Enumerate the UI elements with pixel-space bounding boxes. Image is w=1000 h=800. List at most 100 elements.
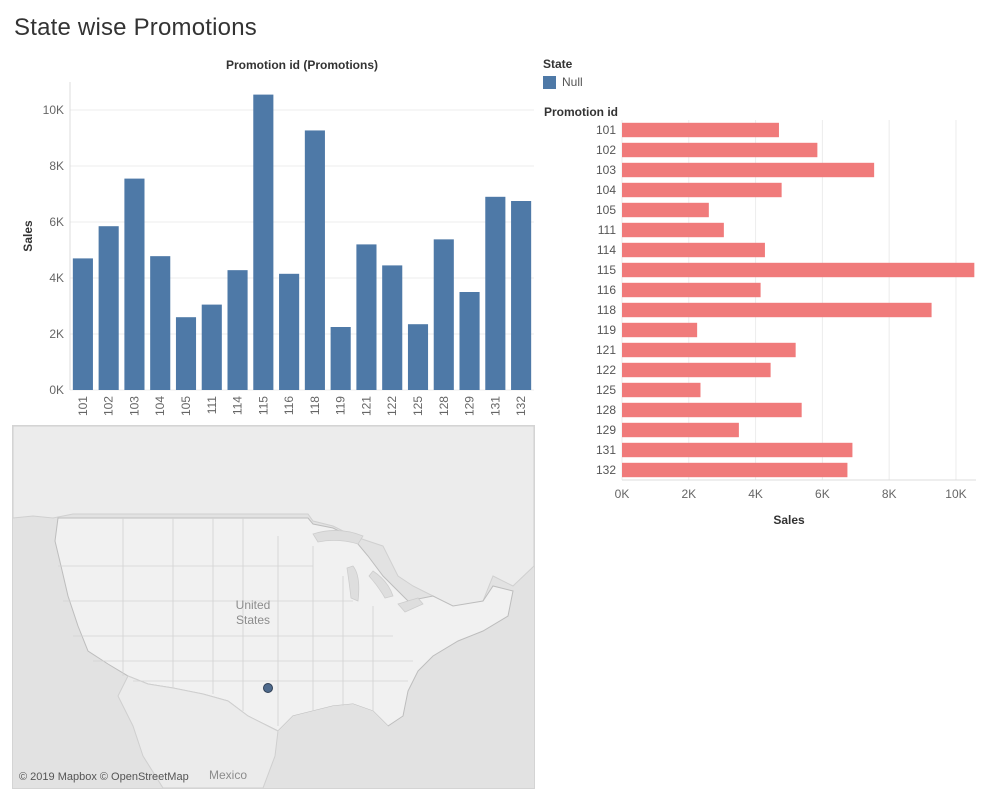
state-borders: [58, 518, 413, 726]
hchart-xlabel: Sales: [773, 513, 805, 527]
hchart-category-label: 129: [596, 423, 616, 437]
vchart-xtick-label: 116: [282, 396, 296, 415]
bar-128[interactable]: [622, 402, 802, 418]
hchart-category-label: 111: [598, 223, 617, 237]
vchart-ytick-label: 6K: [49, 215, 64, 229]
vchart-ytick-label: 10K: [43, 103, 64, 117]
vchart-xtick-label: 115: [256, 396, 270, 415]
vchart-xtick-label: 119: [334, 396, 348, 415]
bar-128[interactable]: [433, 239, 454, 390]
horizontal-bar-chart: Promotion id 0K 2K 4K 6K 8K 10K Sales 101 102 103 1…: [544, 105, 976, 527]
vchart-ytick-label: 8K: [49, 159, 64, 173]
bar-116[interactable]: [622, 282, 761, 298]
vchart-xtick-label: 114: [231, 396, 245, 415]
vchart-xtick-label: 104: [153, 396, 167, 416]
bar-119[interactable]: [622, 322, 698, 338]
map-label-mexico: Mexico: [209, 768, 248, 782]
bar-104[interactable]: [622, 182, 782, 198]
usa-landmass: [54, 517, 514, 732]
hchart-category-label: 105: [596, 203, 616, 217]
bar-122[interactable]: [382, 265, 403, 390]
bar-131[interactable]: [485, 196, 506, 390]
legend-title: State: [543, 57, 573, 71]
hchart-category-label: 119: [597, 323, 616, 337]
bar-105[interactable]: [175, 317, 197, 390]
bar-115[interactable]: [253, 94, 274, 390]
gulf-of-mexico: [278, 704, 388, 771]
bar-116[interactable]: [279, 273, 300, 390]
vchart-xtick-label: 121: [359, 396, 373, 416]
legend-item-label: Null: [562, 75, 583, 89]
hchart-xtick-label: 2K: [681, 487, 696, 501]
vchart-xtick-label: 105: [179, 396, 193, 416]
bar-121[interactable]: [356, 244, 377, 390]
bar-103[interactable]: [124, 178, 145, 390]
bar-115[interactable]: [622, 262, 975, 278]
bar-131[interactable]: [622, 442, 853, 458]
bar-129[interactable]: [622, 422, 739, 438]
bar-125[interactable]: [407, 324, 429, 390]
great-lakes: [312, 530, 424, 613]
vchart-xtick-label: 122: [385, 396, 399, 416]
hchart-category-label: 101: [596, 123, 616, 137]
vchart-xtick-label: 132: [514, 396, 528, 416]
bar-122[interactable]: [622, 362, 771, 378]
vchart-xtick-label: 129: [463, 396, 477, 416]
hchart-category-label: 122: [596, 363, 616, 377]
vchart-ytick-label: 2K: [49, 327, 64, 341]
vchart-xtick-label: 111: [205, 396, 219, 415]
bar-105[interactable]: [622, 202, 709, 218]
bar-132[interactable]: [511, 201, 532, 390]
vchart-xtick-label: 128: [437, 396, 451, 416]
hchart-category-label: 131: [596, 443, 616, 457]
bar-118[interactable]: [622, 302, 932, 318]
vchart-ylabel: Sales: [21, 220, 35, 252]
hchart-category-label: 114: [597, 243, 616, 257]
hchart-category-label: 121: [596, 343, 616, 357]
vchart-ytick-label: 0K: [49, 383, 64, 397]
bar-101[interactable]: [72, 258, 93, 390]
hchart-category-label: 104: [596, 183, 616, 197]
map-canvas[interactable]: [13, 426, 534, 788]
bar-102[interactable]: [98, 226, 119, 390]
bar-119[interactable]: [330, 327, 351, 390]
vchart-xtick-label: 101: [76, 396, 90, 416]
bar-132[interactable]: [622, 462, 848, 478]
vchart-ytick-label: 4K: [49, 271, 64, 285]
map-attribution[interactable]: © 2019 Mapbox © OpenStreetMap: [19, 771, 189, 783]
bar-103[interactable]: [622, 162, 875, 178]
vchart-xtick-label: 103: [127, 396, 141, 416]
color-legend: State Null: [543, 57, 583, 89]
vchart-xtick-label: 102: [102, 396, 116, 416]
canada-landmass: [13, 426, 534, 612]
hchart-category-label: 103: [596, 163, 616, 177]
hchart-category-label: 128: [596, 403, 616, 417]
bar-104[interactable]: [150, 256, 171, 390]
hchart-category-label: 115: [597, 263, 616, 277]
bar-125[interactable]: [622, 382, 701, 398]
location-marker[interactable]: [263, 683, 273, 693]
vchart-xtick-label: 118: [308, 396, 322, 415]
hchart-xtick-label: 0K: [615, 487, 630, 501]
bar-129[interactable]: [459, 292, 480, 390]
legend-item-null[interactable]: Null: [543, 75, 583, 89]
bar-118[interactable]: [304, 130, 325, 390]
hchart-category-label: 125: [596, 383, 616, 397]
legend-swatch: [543, 75, 556, 89]
vchart-xtick-label: 125: [411, 396, 425, 416]
bar-111[interactable]: [201, 304, 222, 390]
bar-114[interactable]: [622, 242, 765, 258]
hchart-xtick-label: 10K: [945, 487, 966, 501]
bar-111[interactable]: [622, 222, 724, 238]
vertical-bar-chart: Promotion id (Promotions) 0K 2K 4K 6K 8K 10K Sa…: [21, 58, 534, 416]
bar-114[interactable]: [227, 270, 248, 390]
vchart-title: Promotion id (Promotions): [226, 58, 378, 72]
bar-101[interactable]: [622, 122, 779, 138]
bar-102[interactable]: [622, 142, 818, 158]
bar-121[interactable]: [622, 342, 796, 358]
hchart-category-header: Promotion id: [544, 105, 618, 119]
hchart-category-label: 132: [596, 463, 616, 477]
map-label-united-states: United States: [235, 598, 271, 627]
dashboard-title: State wise Promotions: [14, 14, 257, 41]
map-view[interactable]: United States Mexico © 2019 Mapbox © Ope…: [12, 425, 535, 789]
